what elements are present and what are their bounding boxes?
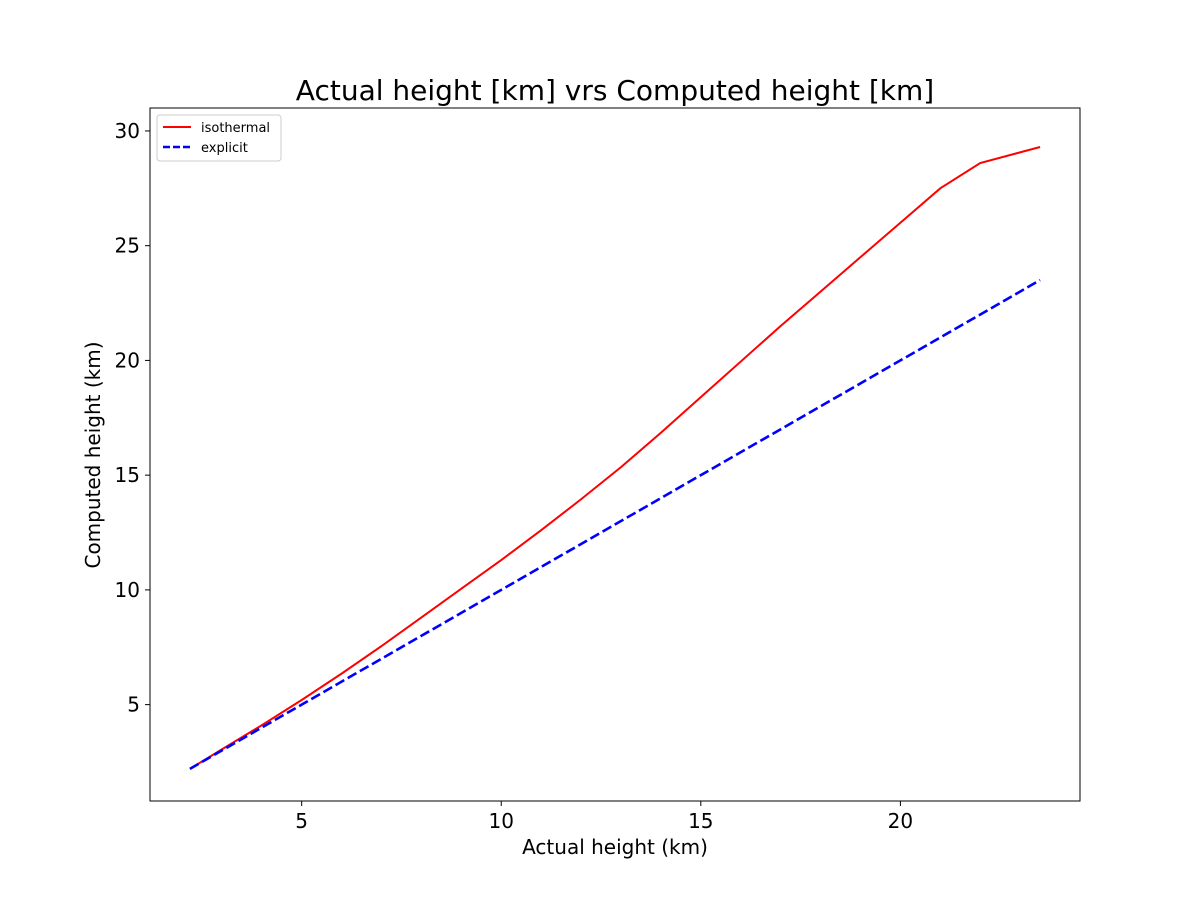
chart-title: Actual height [km] vrs Computed height [… xyxy=(296,74,934,107)
y-tick-label: 10 xyxy=(115,578,140,602)
series-line-explicit xyxy=(189,278,1041,770)
x-tick-label: 10 xyxy=(489,809,514,833)
y-tick-label: 20 xyxy=(115,348,140,372)
series-line-isothermal xyxy=(189,146,1041,770)
x-axis-ticks: 5 10 15 20 xyxy=(295,801,913,833)
series-layer xyxy=(189,146,1041,770)
plot-area-frame xyxy=(149,107,1081,802)
legend-label-explicit: explicit xyxy=(201,141,248,156)
legend: isothermal explicit xyxy=(156,114,282,162)
x-tick-label: 5 xyxy=(295,809,308,833)
y-tick-label: 25 xyxy=(115,234,140,258)
y-tick-label: 15 xyxy=(115,463,140,487)
x-tick-label: 15 xyxy=(688,809,713,833)
y-tick-label: 30 xyxy=(115,119,140,143)
y-axis-ticks: 5 10 15 20 25 30 xyxy=(115,119,150,717)
legend-label-isothermal: isothermal xyxy=(201,121,270,136)
y-axis-label: Computed height (km) xyxy=(81,341,105,568)
x-tick-label: 20 xyxy=(888,809,913,833)
x-axis-label: Actual height (km) xyxy=(522,835,708,859)
y-tick-label: 5 xyxy=(127,693,140,717)
